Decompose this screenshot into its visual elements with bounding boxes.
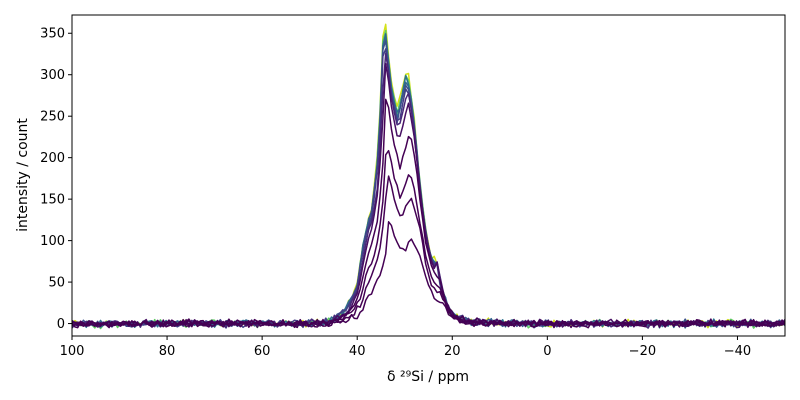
y-tick-label: 50 bbox=[48, 276, 65, 291]
series-line-12 bbox=[72, 221, 785, 329]
series-layer bbox=[72, 23, 785, 330]
x-tick-label: 0 bbox=[543, 344, 551, 359]
series-line-11 bbox=[72, 175, 785, 329]
y-axis-label: intensity / count bbox=[15, 118, 31, 232]
plot-frame bbox=[71, 14, 786, 337]
x-tick-label: 40 bbox=[349, 344, 366, 359]
y-tick-label: 0 bbox=[57, 317, 65, 332]
x-tick-label: −20 bbox=[629, 344, 656, 359]
series-line-8 bbox=[72, 62, 785, 329]
y-ticks: 0 50 100 150 200 250 300 350 bbox=[40, 27, 72, 332]
y-tick-label: 150 bbox=[40, 193, 65, 208]
series-line-10 bbox=[72, 149, 785, 328]
series-line-7 bbox=[72, 52, 785, 329]
x-axis-label: δ ²⁹Si / ppm bbox=[387, 369, 469, 385]
y-tick-label: 300 bbox=[40, 68, 65, 83]
series-line-1 bbox=[72, 23, 785, 329]
x-ticks: 100 80 60 40 20 0 −20 −40 bbox=[60, 336, 751, 359]
x-tick-label: 80 bbox=[159, 344, 176, 359]
y-tick-label: 100 bbox=[40, 234, 65, 249]
x-tick-label: −40 bbox=[724, 344, 751, 359]
x-tick-label: 20 bbox=[444, 344, 461, 359]
y-tick-label: 350 bbox=[40, 27, 65, 42]
y-tick-label: 200 bbox=[40, 151, 65, 166]
x-tick-label: 100 bbox=[60, 344, 85, 359]
y-tick-label: 250 bbox=[40, 110, 65, 125]
series-line-9 bbox=[72, 98, 785, 329]
x-tick-label: 60 bbox=[254, 344, 271, 359]
